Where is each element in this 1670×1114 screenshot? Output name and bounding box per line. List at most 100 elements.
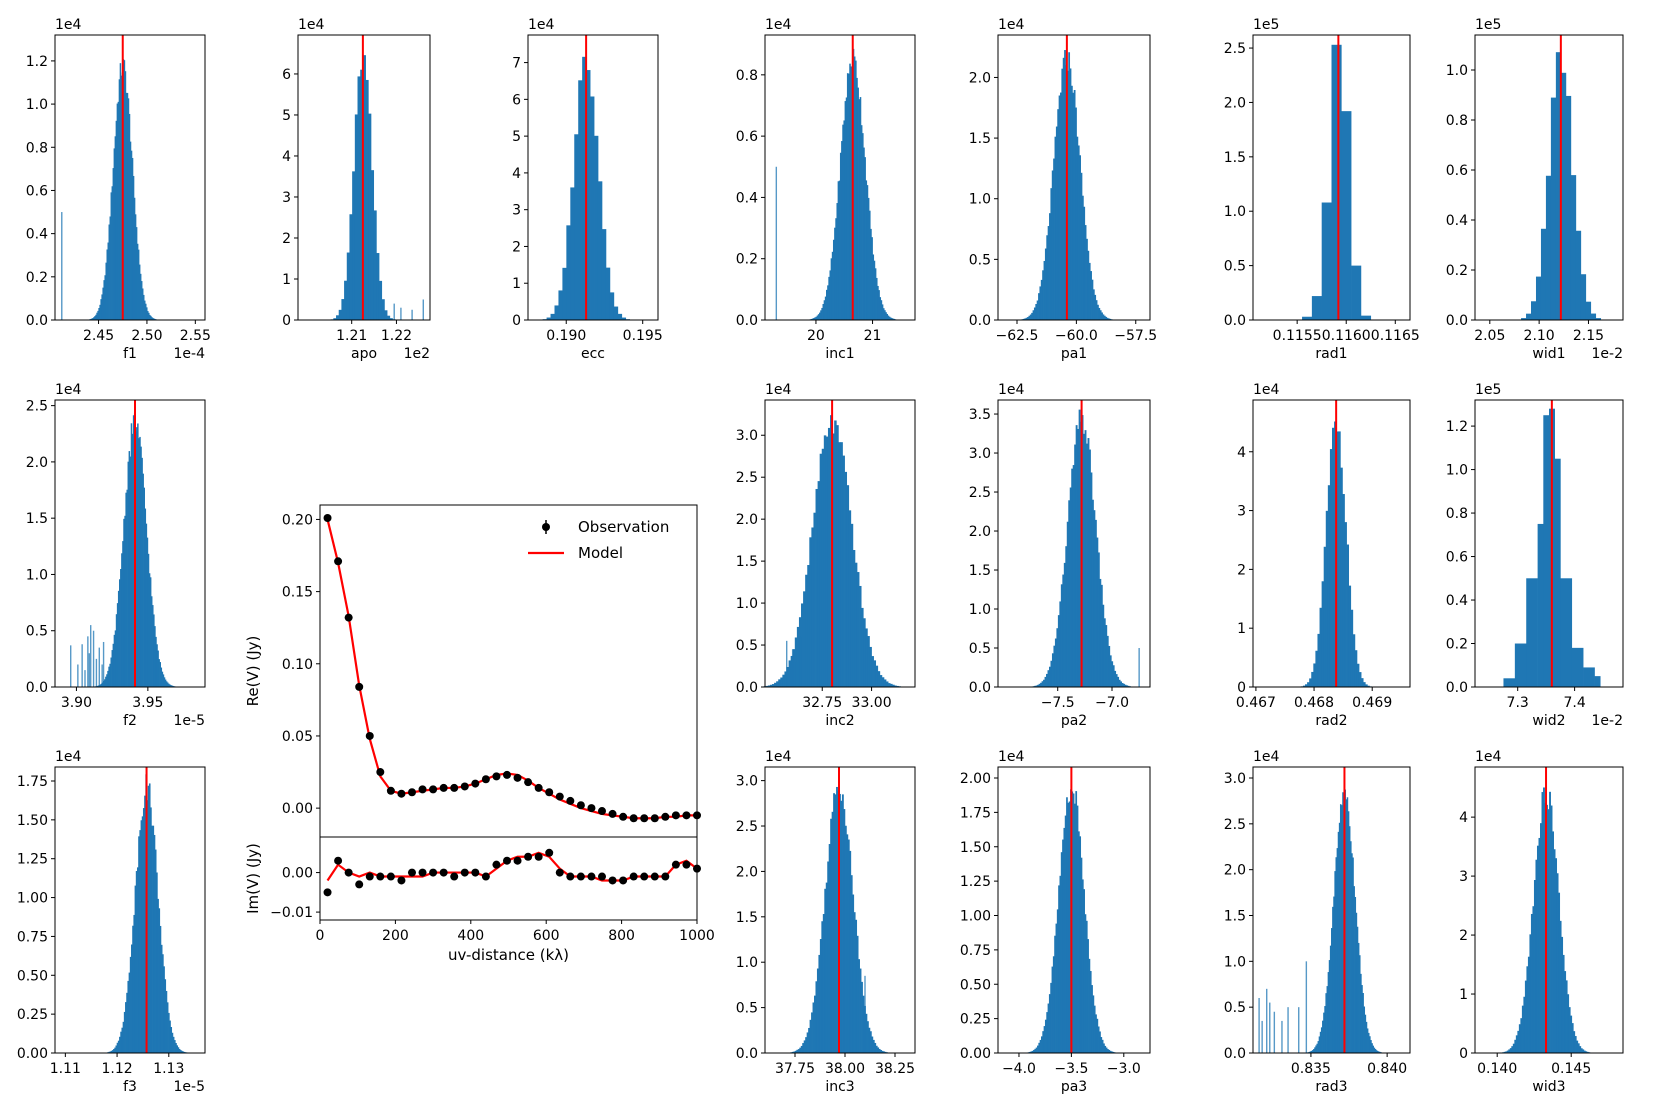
hist-bar (1560, 578, 1573, 687)
x-tick-label: 1.11 (50, 1061, 81, 1077)
visibility-panel: 0.00 0.05 0.10 0.15 0.20 −0.01 0.00 0 200 400 600 8… (244, 504, 715, 964)
x-tick-label: 800 (608, 928, 635, 944)
hist-bar (378, 280, 383, 320)
hist-bar (1538, 837, 1541, 1053)
hist-bar (1104, 1045, 1107, 1053)
hist-bar (1541, 792, 1544, 1053)
hist-outlier-bar (98, 647, 100, 687)
hist-bar (831, 251, 834, 320)
hist-bar (138, 438, 140, 687)
hist-bar (1354, 896, 1357, 1053)
hist-bar (1309, 678, 1312, 687)
hist-bar (381, 299, 385, 320)
hist-bar (1072, 92, 1075, 320)
hist-bar (1545, 175, 1552, 320)
hist-bar (1041, 1036, 1043, 1053)
hist-bar (1323, 546, 1327, 687)
hist-bar (1069, 68, 1072, 320)
hist-bar (811, 527, 814, 687)
hist-bar (116, 103, 119, 321)
y-tick-label: 0.0 (1224, 1046, 1246, 1062)
y-tick-label: 1.5 (26, 511, 48, 527)
hist-outlier-bar (61, 212, 63, 320)
hist-bar (1068, 500, 1071, 687)
hist-bar (1031, 1050, 1034, 1053)
hist-bar (1316, 1043, 1318, 1053)
axes-frame (1252, 34, 1411, 321)
x-offset-label: 1e-2 (1592, 713, 1623, 729)
hist-bar (570, 187, 575, 320)
hist-bar (1072, 793, 1075, 1053)
hist-bar (1311, 296, 1322, 320)
hist-bar (867, 636, 870, 687)
hist-bar (884, 1051, 887, 1053)
hist-bar (1321, 202, 1332, 320)
hist-bar (558, 290, 563, 320)
hist-bar (1056, 909, 1059, 1053)
hist-bar (107, 670, 109, 687)
hist-bar (123, 60, 126, 320)
y-tick-label: 1.75 (17, 774, 48, 790)
histogram-panel-inc3: 0.0 0.5 1.0 1.5 2.0 2.5 3.0 37.75 38.00 38.25 1e4 i… (736, 749, 916, 1095)
hist-bar (136, 243, 139, 320)
hist-bar (844, 825, 847, 1053)
y-tick-label: 0.25 (17, 1007, 48, 1023)
histogram-panel-apo: 0 1 2 3 4 5 6 1.21 1.22 1e4 1e2 apo (282, 17, 431, 362)
hist-bar (597, 181, 603, 320)
hist-bar (134, 885, 137, 1053)
hist-bar (163, 966, 165, 1053)
hist-bar (177, 1047, 180, 1053)
hist-bar (1305, 684, 1308, 687)
hist-bar (154, 849, 157, 1053)
hist-bar (133, 197, 136, 320)
x-tick-label: 37.75 (775, 1061, 815, 1077)
hist-bar (1332, 427, 1335, 687)
hist-bar (814, 317, 816, 320)
hist-bar (562, 267, 567, 320)
hist-bar (831, 811, 834, 1053)
hist-bar (90, 318, 92, 320)
hist-bar (809, 537, 812, 687)
hist-bar (874, 1042, 877, 1053)
hist-bar (1101, 312, 1103, 320)
hist-bar (1044, 1019, 1047, 1053)
histogram-panel-f1: 0.0 0.2 0.4 0.6 0.8 1.0 1.2 2.45 2.50 2.55 1e4 1e-4… (26, 17, 211, 362)
hist-bar (886, 313, 889, 320)
hist-bar (144, 300, 146, 320)
y-tick-label: 0 (282, 313, 291, 329)
hist-bar (113, 634, 116, 687)
hist-bar (1357, 942, 1360, 1053)
y-tick-label: 0.0 (736, 680, 758, 696)
hist-bar (1347, 811, 1350, 1053)
hist-outlier-bar (102, 641, 105, 687)
hist-bar (866, 185, 869, 320)
hist-bar (824, 296, 827, 320)
hist-bar (1088, 958, 1091, 1053)
hist-bar (1365, 1021, 1368, 1053)
hist-bar (1540, 228, 1547, 320)
observation-point-real (386, 786, 395, 795)
hist-bar (865, 1013, 868, 1053)
x-tick-label: 200 (382, 928, 409, 944)
hist-bar (140, 820, 143, 1053)
hist-bar (123, 1011, 126, 1053)
y-tick-label: 1 (1237, 621, 1246, 637)
hist-bar (1036, 300, 1039, 320)
hist-bar (152, 825, 155, 1053)
hist-bar (1321, 581, 1325, 687)
axes-frame (1474, 766, 1624, 1054)
hist-bar (862, 133, 864, 320)
y-tick-label: 3.0 (1224, 771, 1246, 787)
axes-frame (1474, 399, 1624, 688)
hist-bar (1529, 934, 1532, 1053)
hist-bar (877, 1047, 880, 1053)
hist-bar (1046, 673, 1048, 687)
hist-bar (113, 1048, 115, 1053)
y-tick-label: 0.6 (26, 183, 48, 199)
y-tick-label: 0.5 (969, 641, 991, 657)
hist-bar (1346, 797, 1349, 1053)
hist-bar (1574, 1036, 1577, 1053)
hist-outlier-bar (1273, 1011, 1276, 1053)
hist-bar (158, 659, 160, 687)
hist-bar (389, 318, 393, 320)
